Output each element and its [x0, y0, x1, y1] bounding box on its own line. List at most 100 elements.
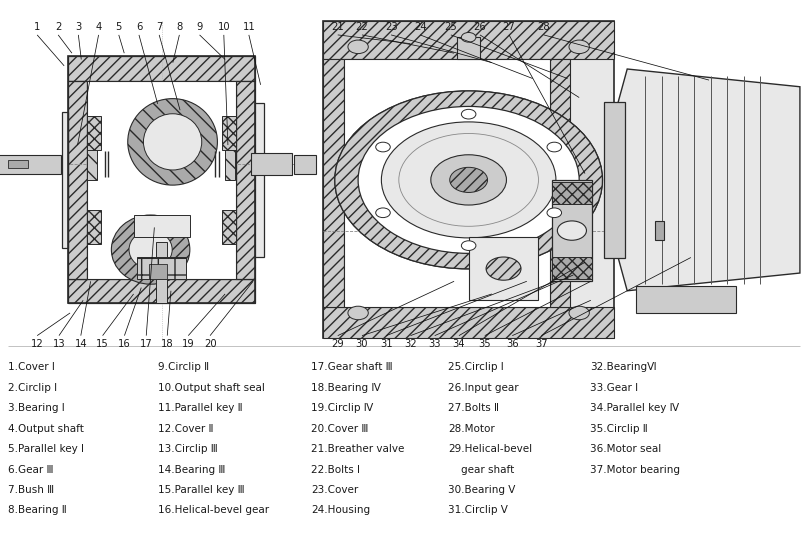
Circle shape: [358, 106, 579, 253]
Text: 1.Cover Ⅰ: 1.Cover Ⅰ: [8, 362, 55, 373]
Circle shape: [461, 32, 476, 42]
Bar: [552, 257, 592, 279]
Bar: [323, 21, 614, 338]
Circle shape: [461, 110, 476, 119]
Text: 27.Bolts Ⅱ: 27.Bolts Ⅱ: [448, 403, 499, 413]
Text: 16.Helical-bevel gear: 16.Helical-bevel gear: [158, 505, 269, 516]
Circle shape: [461, 241, 476, 250]
Text: 11: 11: [242, 22, 255, 32]
Text: 15.Parallel key Ⅲ: 15.Parallel key Ⅲ: [158, 485, 244, 495]
Text: 36.Motor seal: 36.Motor seal: [590, 444, 661, 454]
Text: 7.Bush Ⅲ: 7.Bush Ⅲ: [8, 485, 54, 495]
Bar: [343, 60, 550, 307]
Bar: [604, 102, 625, 258]
Text: 2: 2: [55, 22, 61, 32]
Text: 15: 15: [96, 339, 109, 349]
Bar: [133, 215, 190, 237]
Ellipse shape: [129, 230, 172, 268]
Bar: [61, 112, 68, 248]
Text: 14: 14: [74, 339, 87, 349]
Text: 22: 22: [356, 22, 368, 32]
Circle shape: [431, 155, 507, 205]
Circle shape: [450, 168, 487, 192]
Text: 24: 24: [414, 22, 427, 32]
Text: 27: 27: [503, 22, 516, 32]
Text: 33: 33: [428, 339, 441, 349]
Bar: [323, 307, 614, 338]
Bar: [87, 81, 236, 279]
Bar: [68, 56, 255, 303]
Text: 8: 8: [176, 22, 183, 32]
Bar: [637, 286, 736, 313]
Text: 35.Circlip Ⅱ: 35.Circlip Ⅱ: [590, 424, 647, 434]
Text: 31: 31: [380, 339, 393, 349]
Text: 10.Output shaft seal: 10.Output shaft seal: [158, 383, 264, 393]
Text: 28.Motor: 28.Motor: [448, 424, 495, 434]
Ellipse shape: [112, 215, 190, 284]
Text: 24.Housing: 24.Housing: [311, 505, 370, 516]
Text: 35: 35: [478, 339, 491, 349]
Bar: [294, 155, 317, 173]
Text: 19.Circlip Ⅳ: 19.Circlip Ⅳ: [311, 403, 373, 413]
Bar: [654, 221, 664, 240]
Text: 2.Circlip Ⅰ: 2.Circlip Ⅰ: [8, 383, 57, 393]
Text: 5: 5: [116, 22, 122, 32]
Circle shape: [335, 91, 603, 269]
Text: 16: 16: [118, 339, 131, 349]
Text: 26.Input gear: 26.Input gear: [448, 383, 519, 393]
Bar: [156, 242, 167, 303]
Bar: [68, 279, 255, 303]
Circle shape: [399, 134, 538, 226]
Text: 6.Gear Ⅲ: 6.Gear Ⅲ: [8, 465, 53, 475]
Text: 18.Bearing Ⅳ: 18.Bearing Ⅳ: [311, 383, 381, 393]
Bar: [222, 115, 236, 150]
Text: 29: 29: [331, 339, 344, 349]
Text: 13: 13: [53, 339, 65, 349]
Text: 5.Parallel key Ⅰ: 5.Parallel key Ⅰ: [8, 444, 84, 454]
Circle shape: [558, 221, 587, 240]
Text: 37: 37: [535, 339, 548, 349]
Bar: [87, 148, 97, 180]
Bar: [323, 21, 614, 60]
Polygon shape: [618, 69, 800, 291]
Bar: [236, 81, 255, 279]
Bar: [87, 115, 101, 150]
Text: 14.Bearing Ⅲ: 14.Bearing Ⅲ: [158, 465, 225, 475]
Text: 32.BearingⅥ: 32.BearingⅥ: [590, 362, 656, 373]
Circle shape: [348, 40, 368, 54]
Text: 19: 19: [182, 339, 195, 349]
Bar: [469, 237, 538, 300]
Bar: [457, 38, 480, 60]
Text: 37.Motor bearing: 37.Motor bearing: [590, 465, 680, 475]
Circle shape: [348, 306, 368, 320]
Text: 17: 17: [140, 339, 153, 349]
Circle shape: [381, 122, 556, 238]
Bar: [149, 264, 167, 279]
Bar: [251, 153, 292, 176]
Circle shape: [547, 142, 562, 152]
Text: 12: 12: [31, 339, 44, 349]
Text: 10: 10: [217, 22, 230, 32]
Text: 6: 6: [136, 22, 142, 32]
Circle shape: [376, 208, 390, 217]
Text: 12.Cover Ⅱ: 12.Cover Ⅱ: [158, 424, 213, 434]
Bar: [222, 209, 236, 244]
Bar: [255, 103, 264, 257]
Bar: [552, 182, 592, 204]
Text: 17.Gear shaft Ⅲ: 17.Gear shaft Ⅲ: [311, 362, 393, 373]
Text: 4.Output shaft: 4.Output shaft: [8, 424, 84, 434]
Text: 23.Cover: 23.Cover: [311, 485, 358, 495]
Text: 8.Bearing Ⅱ: 8.Bearing Ⅱ: [8, 505, 67, 516]
Ellipse shape: [144, 114, 202, 170]
Bar: [0, 155, 61, 173]
Bar: [68, 81, 87, 279]
Text: 20.Cover Ⅲ: 20.Cover Ⅲ: [311, 424, 368, 434]
Text: 36: 36: [506, 339, 519, 349]
Text: 26: 26: [473, 22, 486, 32]
Text: 23: 23: [385, 22, 398, 32]
Text: 34: 34: [452, 339, 465, 349]
Text: 4: 4: [95, 22, 102, 32]
Text: 3.Bearing Ⅰ: 3.Bearing Ⅰ: [8, 403, 65, 413]
Text: 31.Circlip V: 31.Circlip V: [448, 505, 508, 516]
Bar: [137, 257, 186, 279]
